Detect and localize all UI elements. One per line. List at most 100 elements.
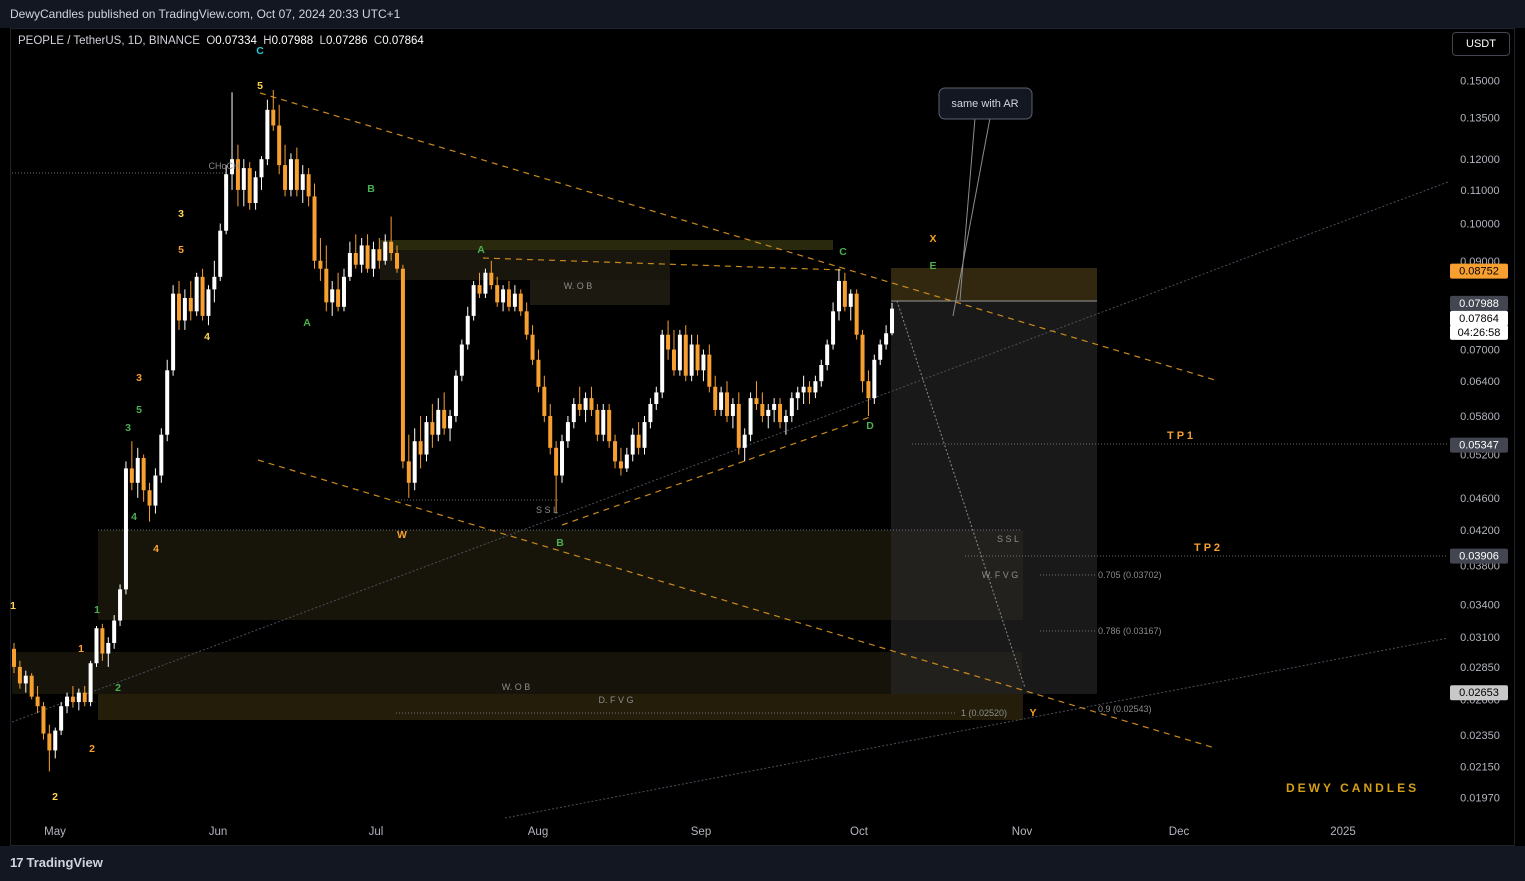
candle-body [306,174,311,197]
candle-body [259,159,264,178]
dfvg-label: D. F V G [598,695,633,705]
candle-body [88,663,93,703]
wave-label: 1 [78,643,84,655]
candle-body [571,403,576,423]
candle-body [713,386,718,410]
candle-body [176,293,181,321]
candle-body [884,333,889,345]
wave-label: B [556,537,564,549]
open-label: O [206,35,216,47]
candle-body [736,403,741,448]
wave-label: A [303,317,311,329]
candle-body [683,334,688,376]
wave-label: Y [1029,707,1036,719]
lines-layer [11,92,1449,819]
lower-trendline [257,459,1216,749]
tradingview-logo[interactable]: 17 TradingView [10,855,103,870]
price-tag-text: 0.05347 [1459,440,1499,452]
candle-body [17,666,22,684]
x-tick-label: Jun [209,826,228,838]
price-tag-text: 04:26:58 [1458,327,1501,339]
candle-body [677,334,682,371]
y-tick-label: 0.03400 [1460,600,1500,612]
candle-body [29,675,34,697]
y-tick-label: 0.04600 [1460,493,1500,505]
candle-body [766,409,771,416]
fib-705-label: 0.705 (0.03702) [1098,570,1162,580]
candle-body [171,293,176,371]
candle-body [294,159,299,190]
candle-body [654,392,659,404]
candle-body [277,125,282,166]
publish-header: DewyCandles published on TradingView.com… [0,0,1525,28]
price-tag-text: 0.07988 [1459,298,1499,310]
candle-body [795,392,800,399]
candle-body [719,392,724,410]
wob-label: W. O B [564,281,593,291]
candles-layer [12,89,894,772]
bc-trendline [482,257,844,271]
wave-label: B [367,183,375,195]
candle-body [371,249,376,269]
candle-body [129,468,134,483]
time-axis: May Jun Jul Aug Sep Oct Nov Dec 2025 [44,826,1356,838]
y-tick-label: 0.02150 [1460,761,1500,773]
fib-786-label: 0.786 (0.03167) [1098,626,1162,636]
y-tick-label: 0.02350 [1460,730,1500,742]
candle-body [489,272,494,286]
candle-body [512,293,517,307]
candle-body [153,475,158,506]
dfvg-zone [98,694,1023,720]
fib-1-label: 1 (0.02520) [961,708,1007,718]
candle-body [359,245,364,265]
wave-label: A [477,244,485,256]
y-tick-label: 0.02850 [1460,662,1500,674]
candle-body [506,289,511,307]
candle-body [288,159,293,190]
wave-label: 5 [257,80,263,92]
candle-body [801,386,806,393]
candle-body [554,447,559,476]
ssl-label: S S L [536,505,558,515]
y-tick-label: 0.04200 [1460,525,1500,537]
x-tick-label: Jul [369,826,384,838]
y-tick-label: 0.07000 [1460,345,1500,357]
tradingview-logo-icon: 17 [10,855,24,870]
ssl-label-2: S S L [997,534,1019,544]
candle-body [630,434,635,455]
candle-body [842,280,847,307]
candle-body [218,230,223,277]
open-value: 0.07334 [215,35,257,47]
fib-09-label: 0.9 (0.02543) [1098,704,1152,714]
candle-body [448,415,453,429]
candle-body [524,311,529,335]
candle-body [118,589,123,621]
y-tick-label: 0.13500 [1460,113,1500,125]
y-tick-label: 0.06400 [1460,376,1500,388]
x-tick-label: Sep [691,826,711,838]
candle-body [235,159,240,190]
candle-body [418,441,423,455]
candle-body [230,159,235,175]
long-trendline-2 [504,637,1449,819]
currency-button[interactable]: USDT [1452,32,1510,56]
candle-body [82,692,87,703]
candle-body [400,268,405,462]
choch-label: CHoCH [208,161,239,171]
candle-body [265,109,270,160]
wave-label: C [256,45,264,57]
candle-body [123,468,128,590]
candle-body [890,308,894,334]
candle-body [23,675,28,684]
candle-body [430,422,435,435]
candle-body [565,422,570,442]
candle-body [465,315,470,345]
candle-body [701,354,706,371]
logo-text: TradingView [26,855,103,870]
candle-body [860,334,865,382]
candle-body [318,260,323,269]
low-value: 0.07286 [325,35,368,47]
candle-body [53,730,58,751]
labels-layer: T P 1 T P 2 S S L S S L W. O B W. O B W. F V G… [10,45,1220,803]
